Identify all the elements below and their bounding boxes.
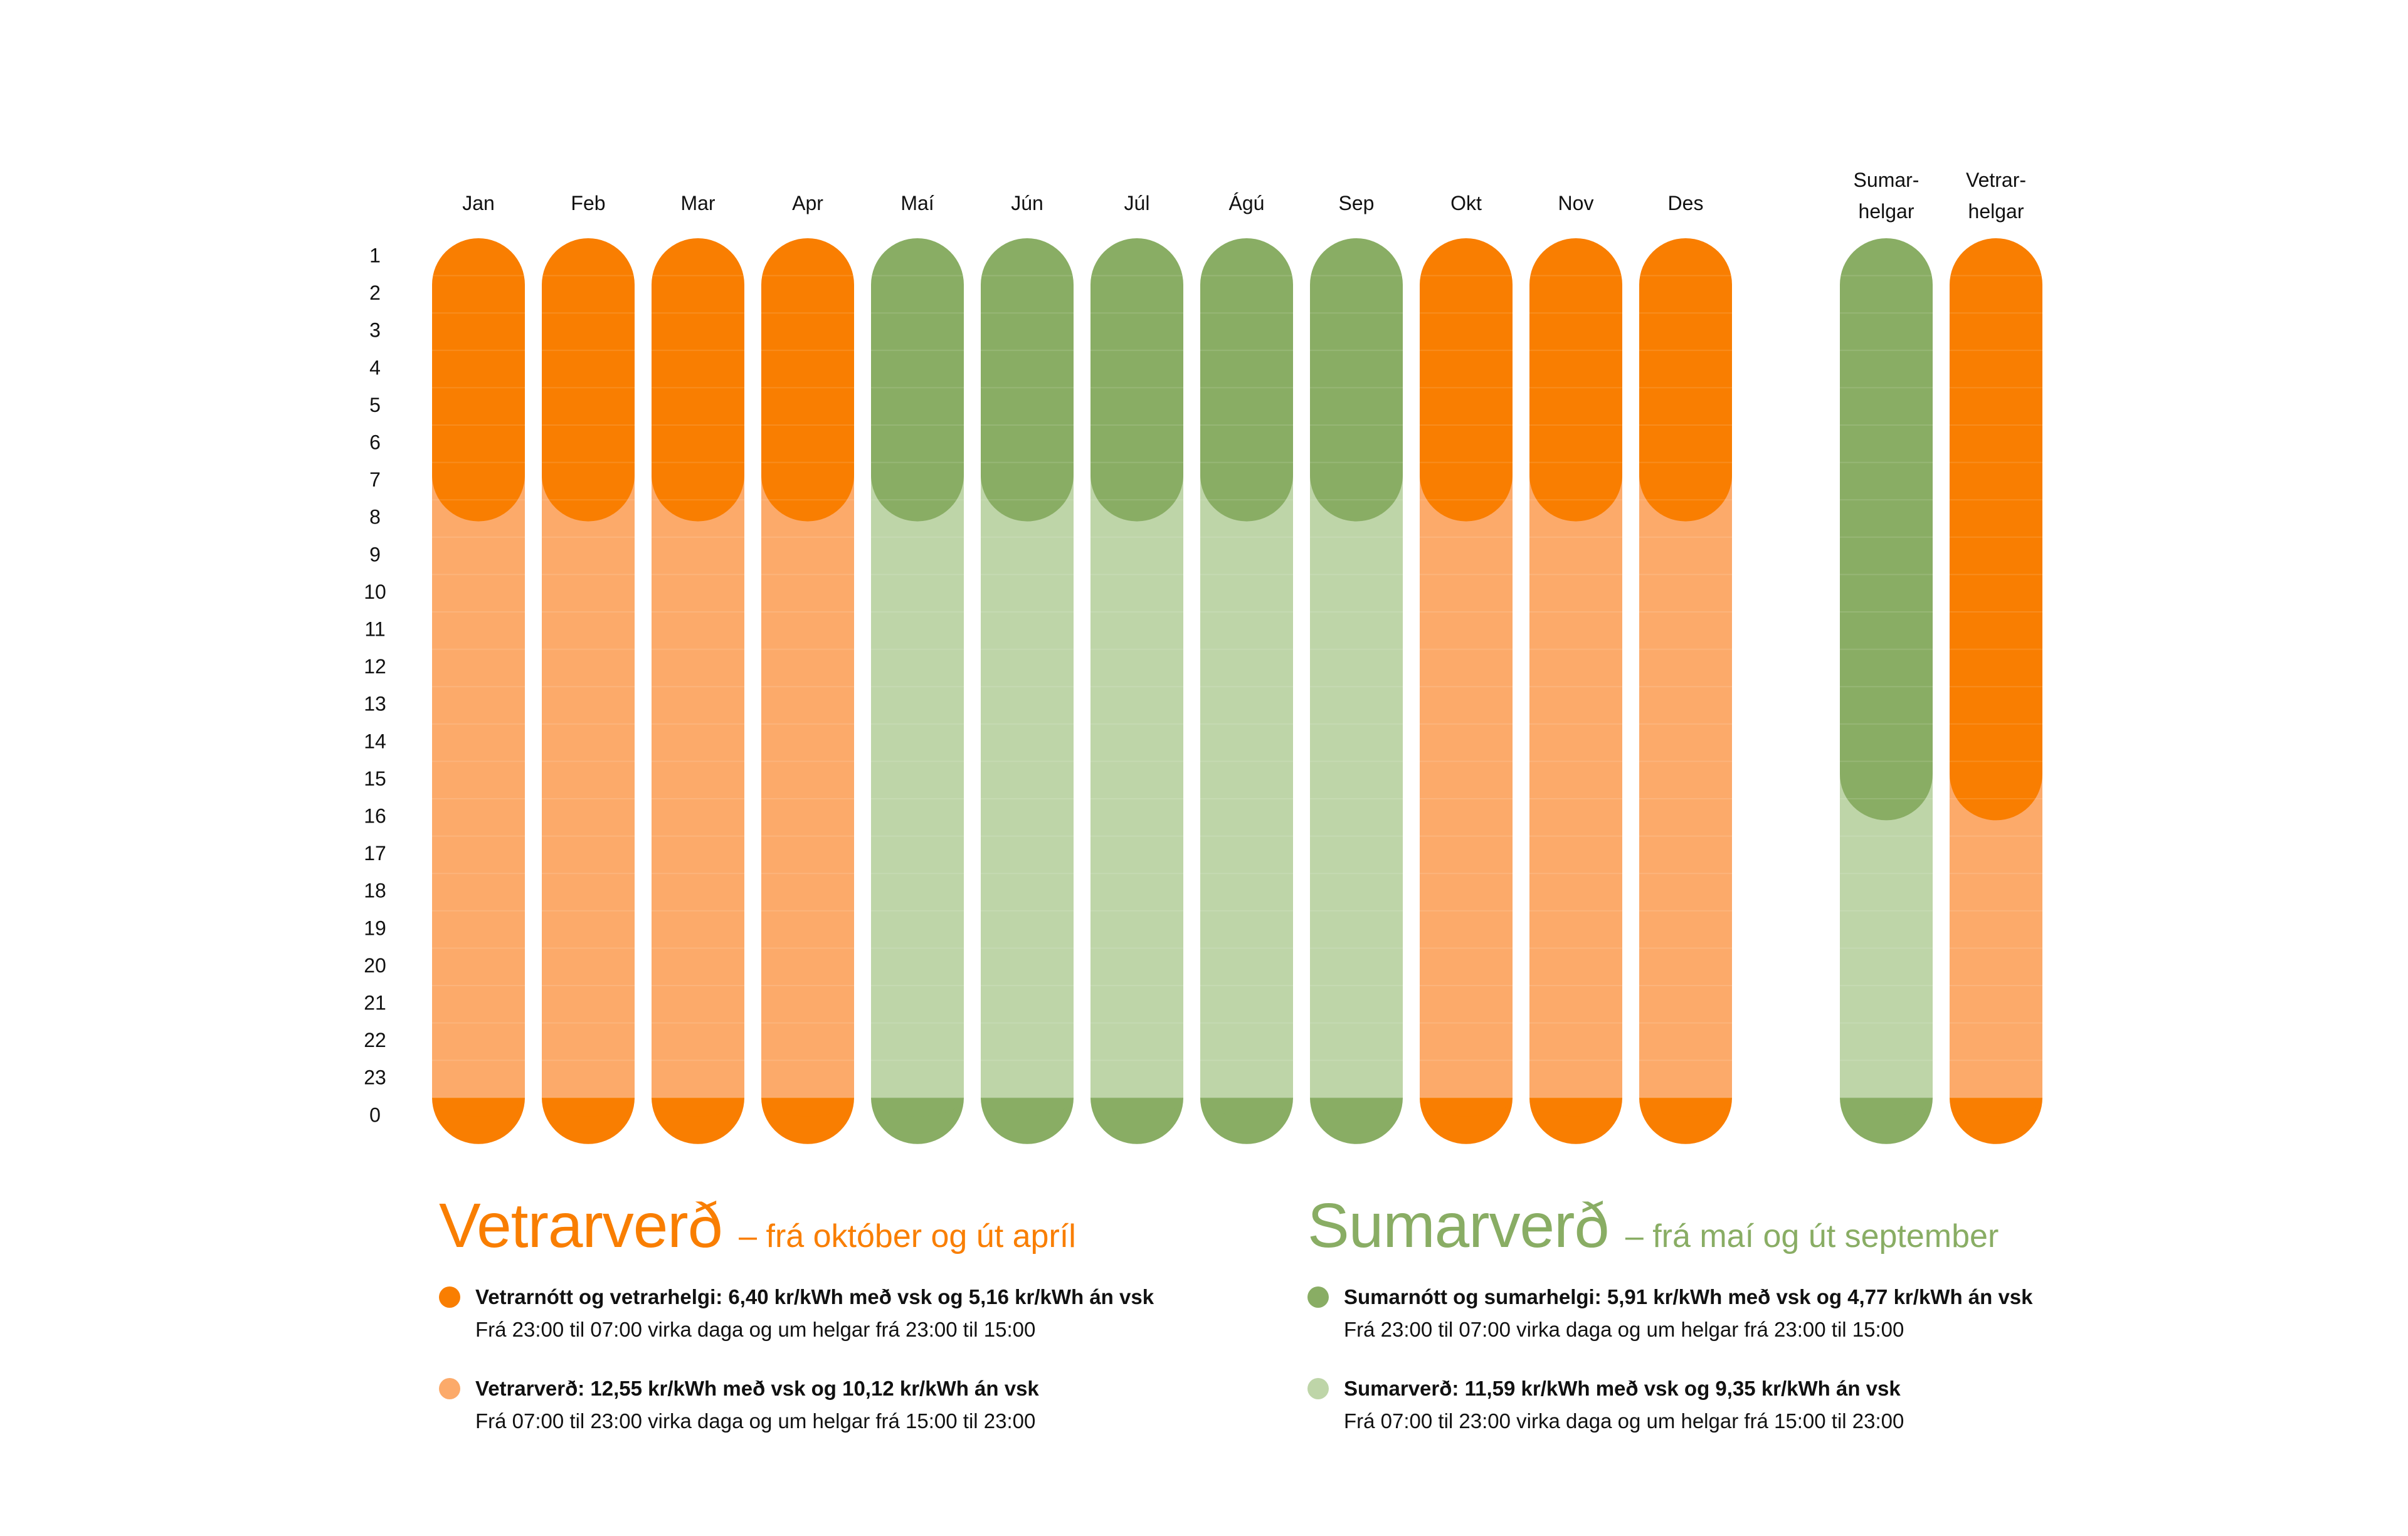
y-tick-label: 6 (369, 431, 381, 453)
legend-dot-summer-low (1307, 1286, 1329, 1308)
column-label: Des (1668, 192, 1704, 214)
column-label: Mar (680, 192, 715, 214)
y-tick-label: 11 (364, 618, 385, 640)
column-label: Feb (571, 192, 605, 214)
legend-winter-items: Vetrarnótt og vetrarhelgi: 6,40 kr/kWh m… (439, 1281, 1154, 1438)
legend-dot-winter-low (439, 1286, 460, 1308)
legend-item: Sumarverð: 11,59 kr/kWh með vsk og 9,35 … (1307, 1372, 2033, 1438)
bar-low-segment (432, 238, 525, 522)
bar-low-segment (871, 238, 964, 522)
bar-low-segment (981, 238, 1074, 522)
legend-summer-title: Sumarverð – frá maí og út september (1307, 1194, 2033, 1257)
y-tick-label: 7 (369, 468, 381, 491)
y-tick-label: 23 (364, 1066, 386, 1089)
bar-low-segment (761, 238, 854, 522)
tariff-chart: 12345678910111213141516171819202122230Ja… (364, 169, 2042, 1144)
y-tick-label: 2 (369, 281, 381, 304)
column-label: Sep (1339, 192, 1375, 214)
y-tick-label: 3 (369, 319, 381, 342)
column-label: Maí (900, 192, 934, 214)
bar-low-segment (1090, 238, 1183, 522)
legend-winter-subtitle: – frá október og út apríl (739, 1218, 1076, 1255)
legend-item: Vetrarnótt og vetrarhelgi: 6,40 kr/kWh m… (439, 1281, 1154, 1346)
legend-item-hours: Frá 07:00 til 23:00 virka daga og um hel… (475, 1409, 1036, 1433)
bar-low-bottom-band (1639, 1097, 1732, 1117)
y-tick-label: 10 (364, 581, 386, 603)
bar-low-bottom-band (1200, 1097, 1293, 1117)
bar-low-bottom-band (1840, 1097, 1933, 1117)
y-tick-label: 5 (369, 394, 381, 416)
column-label: Sumar- (1854, 169, 1920, 191)
bar-low-segment (1529, 238, 1622, 522)
y-tick-label: 22 (364, 1029, 386, 1051)
bar-low-bottom-band (1950, 1097, 2042, 1117)
column-label: Apr (792, 192, 823, 214)
bar-low-segment (1420, 238, 1513, 522)
legend-item-hours: Frá 23:00 til 07:00 virka daga og um hel… (1344, 1318, 1904, 1341)
y-tick-label: 13 (364, 693, 386, 715)
legend-dot-winter-high (439, 1378, 460, 1399)
bar-low-segment (652, 238, 744, 522)
bar-low-bottom-band (652, 1097, 744, 1117)
y-tick-label: 15 (364, 767, 386, 790)
legend-summer-subtitle: – frá maí og út september (1625, 1218, 1999, 1255)
column-label: Jún (1011, 192, 1043, 214)
y-tick-label: 12 (364, 655, 386, 678)
legend-winter-title: Vetrarverð – frá október og út apríl (439, 1194, 1154, 1257)
legend-item-price: Vetrarverð: 12,55 kr/kWh með vsk og 10,1… (475, 1377, 1039, 1400)
bar-low-bottom-band (1310, 1097, 1403, 1117)
bar-low-bottom-band (542, 1097, 635, 1117)
legend-winter-title-main: Vetrarverð (439, 1191, 722, 1261)
y-tick-label: 19 (364, 917, 386, 939)
legend-item-price: Vetrarnótt og vetrarhelgi: 6,40 kr/kWh m… (475, 1285, 1154, 1308)
y-tick-label: 8 (369, 506, 381, 529)
bar-low-bottom-band (761, 1097, 854, 1117)
bar-low-bottom-band (1529, 1097, 1623, 1117)
bar-low-bottom-band (1090, 1097, 1183, 1117)
bar-low-segment (542, 238, 635, 522)
y-tick-label: 0 (369, 1103, 381, 1126)
bar-low-segment (1639, 238, 1732, 522)
y-tick-label: 14 (364, 730, 386, 752)
legend-item: Sumarnótt og sumarhelgi: 5,91 kr/kWh með… (1307, 1281, 2033, 1346)
y-tick-label: 9 (369, 543, 381, 565)
legend-item-price: Sumarverð: 11,59 kr/kWh með vsk og 9,35 … (1344, 1377, 1901, 1400)
y-tick-label: 17 (364, 842, 386, 865)
bar-low-segment (1950, 238, 2042, 821)
legend-summer-items: Sumarnótt og sumarhelgi: 5,91 kr/kWh með… (1307, 1281, 2033, 1438)
column-label: Nov (1558, 192, 1594, 214)
column-label: helgar (1968, 200, 2024, 223)
legend-summer-title-main: Sumarverð (1307, 1191, 1609, 1261)
legend-winter: Vetrarverð – frá október og út apríl Vet… (439, 1194, 1154, 1438)
bar-low-bottom-band (981, 1097, 1074, 1117)
bar-low-segment (1840, 238, 1933, 821)
legend-item-hours: Frá 23:00 til 07:00 virka daga og um hel… (475, 1318, 1036, 1341)
y-tick-label: 18 (364, 880, 386, 902)
column-label: helgar (1859, 200, 1914, 223)
bar-low-bottom-band (871, 1097, 964, 1117)
column-label: Júl (1124, 192, 1150, 214)
bar-low-bottom-band (432, 1097, 525, 1117)
legend-item: Vetrarverð: 12,55 kr/kWh með vsk og 10,1… (439, 1372, 1154, 1438)
column-label: Jan (462, 192, 495, 214)
y-tick-label: 4 (369, 356, 381, 379)
bar-low-segment (1200, 238, 1293, 522)
column-label: Okt (1450, 192, 1482, 214)
bar-low-segment (1310, 238, 1403, 522)
y-tick-label: 1 (369, 244, 381, 266)
legend-item-price: Sumarnótt og sumarhelgi: 5,91 kr/kWh með… (1344, 1285, 2033, 1308)
y-tick-label: 21 (364, 991, 386, 1014)
y-tick-label: 20 (364, 954, 386, 977)
bar-low-bottom-band (1420, 1097, 1513, 1117)
y-tick-label: 16 (364, 804, 386, 827)
legend-dot-summer-high (1307, 1378, 1329, 1399)
column-label: Vetrar- (1966, 169, 2026, 191)
legend-summer: Sumarverð – frá maí og út september Suma… (1307, 1194, 2033, 1438)
legend-item-hours: Frá 07:00 til 23:00 virka daga og um hel… (1344, 1409, 1904, 1433)
column-label: Ágú (1229, 192, 1265, 214)
